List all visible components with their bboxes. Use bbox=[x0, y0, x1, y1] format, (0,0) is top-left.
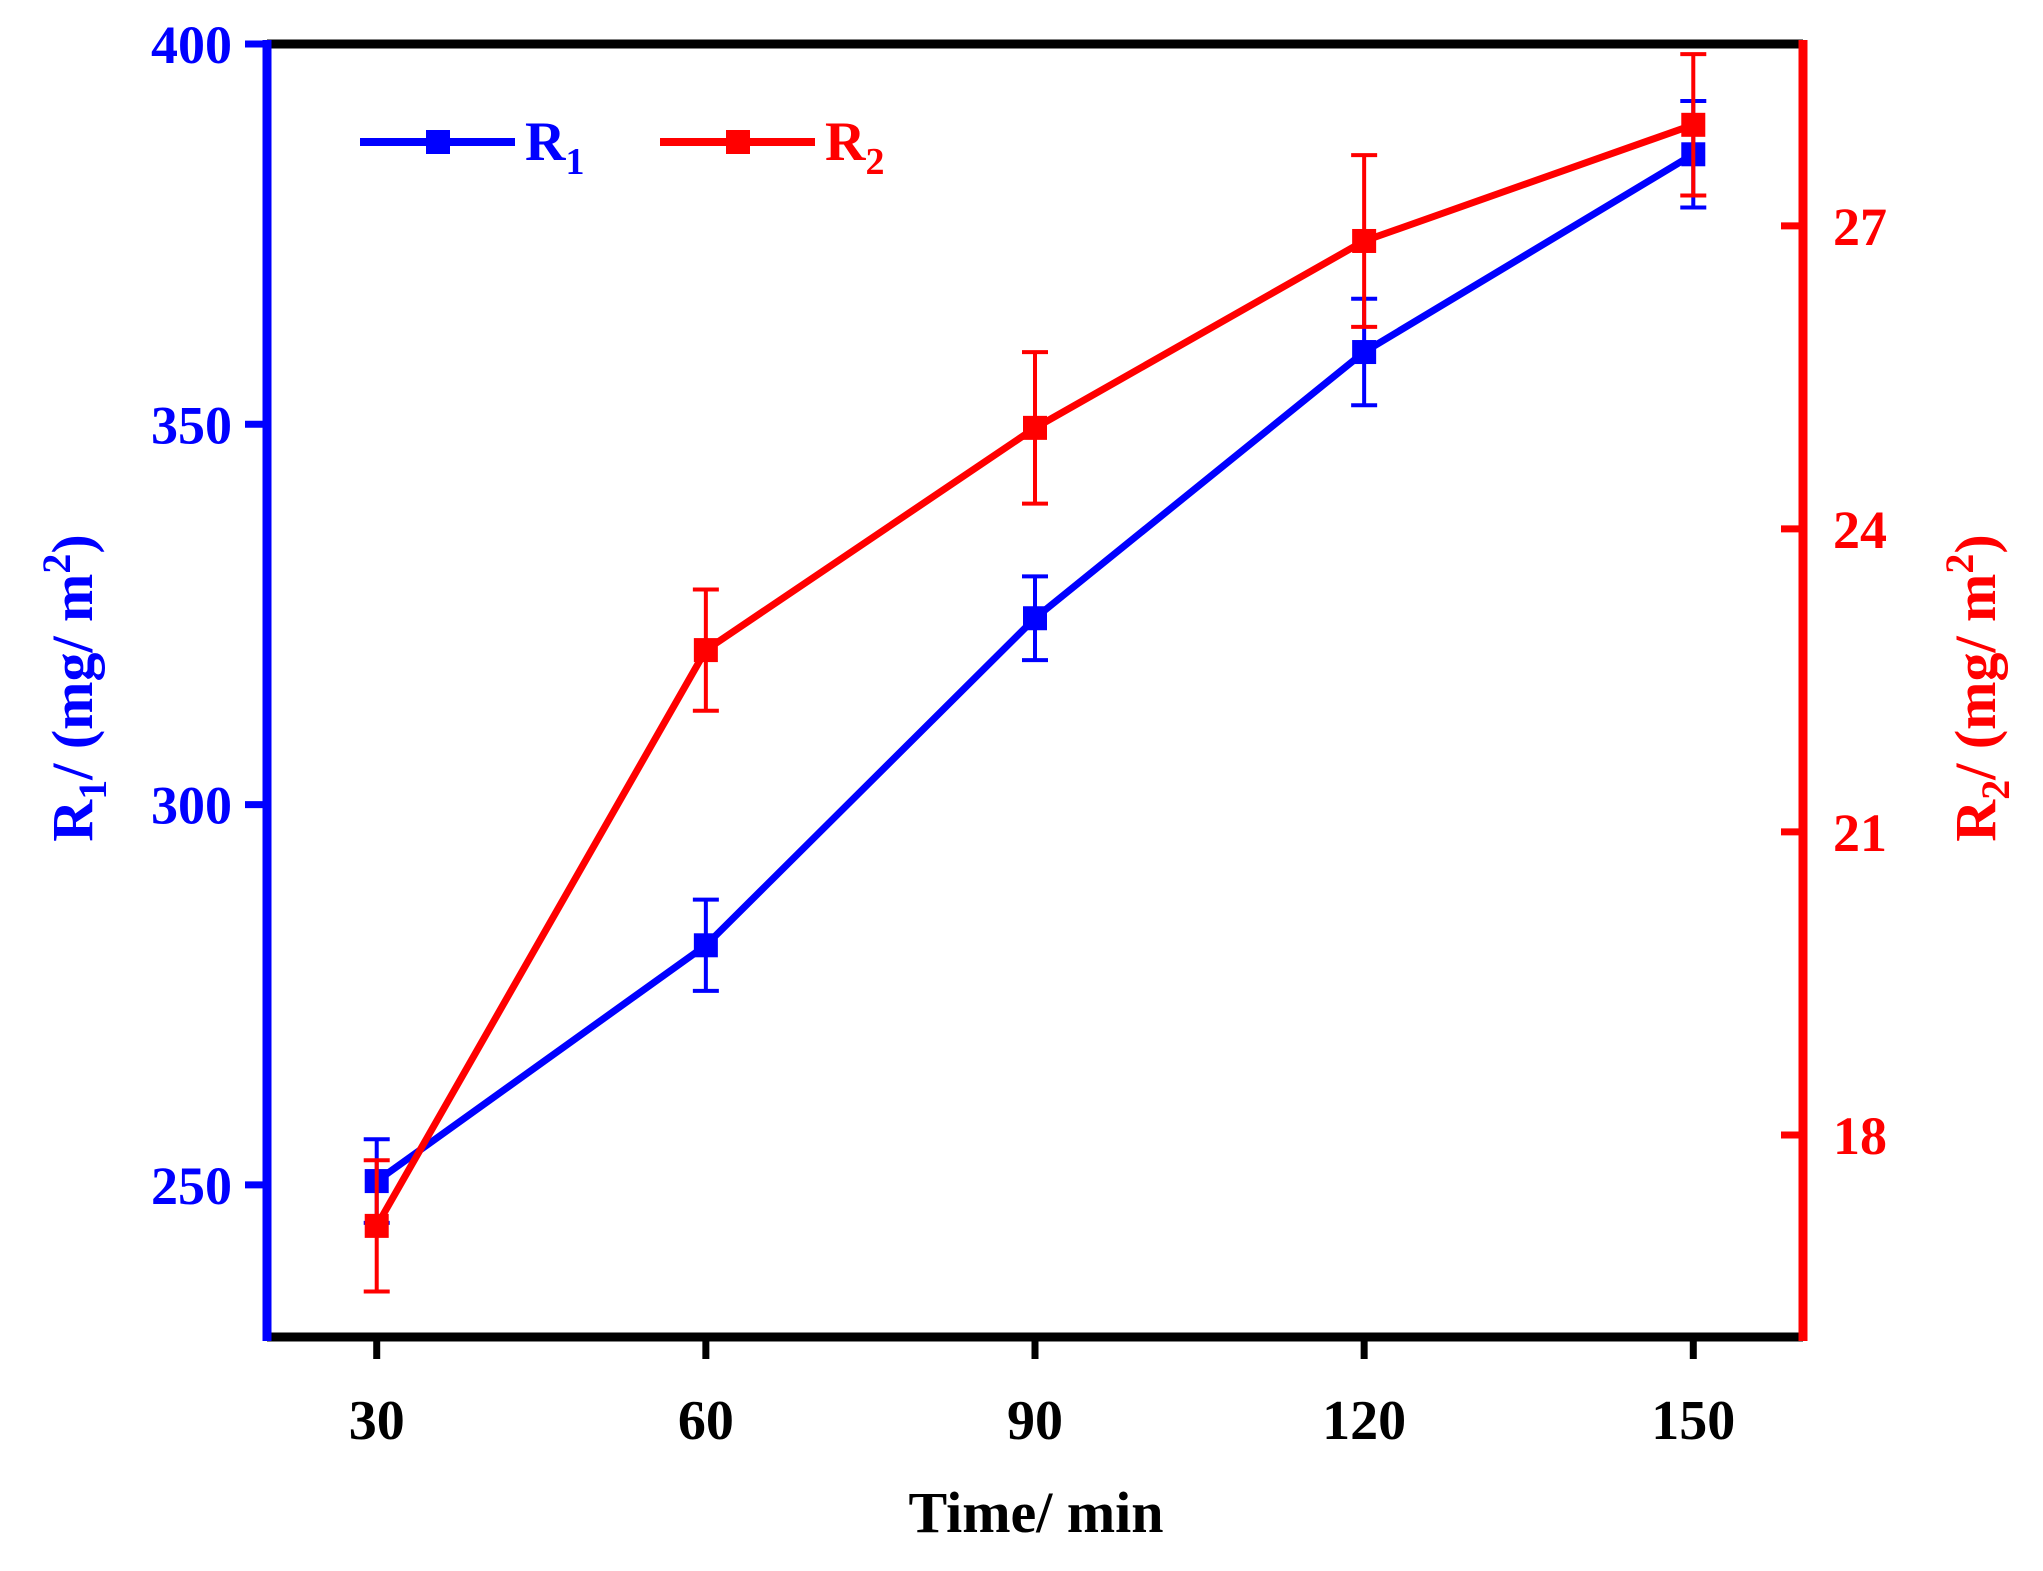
right-y-tick-label-1: 18 bbox=[1833, 1106, 1887, 1166]
legend-r1-sub: 1 bbox=[565, 141, 584, 183]
right-y-axis-title: R2/ (mg/ m2) bbox=[1937, 534, 2018, 841]
left-y-label-unit: / (mg/ m bbox=[40, 574, 105, 781]
right-y-tick-label-4: 27 bbox=[1833, 197, 1887, 257]
right-y-label-close: ) bbox=[1943, 534, 2008, 553]
legend-r1-main: R bbox=[525, 111, 566, 173]
left-y-label-close: ) bbox=[40, 534, 105, 553]
right-y-label-sup: 2 bbox=[1937, 554, 1982, 574]
x-tick-label-1: 30 bbox=[349, 1390, 405, 1452]
series-1-point-3 bbox=[1023, 606, 1047, 631]
x-tick-label-2: 60 bbox=[678, 1390, 734, 1452]
legend-swatch-r1-marker bbox=[426, 130, 450, 154]
series-2-point-1 bbox=[364, 1213, 389, 1238]
left-y-tick-label-3: 350 bbox=[151, 395, 232, 455]
legend-label-r2: R2 bbox=[825, 111, 884, 183]
series-2-point-5 bbox=[1681, 112, 1706, 137]
left-y-tick-label-4: 400 bbox=[151, 15, 232, 75]
right-y-label-main: R bbox=[1943, 799, 2008, 842]
x-tick-label-5: 150 bbox=[1651, 1390, 1735, 1452]
left-y-label-main: R bbox=[40, 799, 105, 842]
left-y-axis-title: R1/ (mg/ m2) bbox=[34, 534, 115, 841]
series-2-point-2 bbox=[693, 638, 718, 663]
series-2-line bbox=[373, 121, 1695, 1228]
legend: R1 R2 bbox=[360, 111, 884, 183]
left-y-tick-label-2: 300 bbox=[151, 776, 232, 836]
legend-r2-sub: 2 bbox=[865, 141, 884, 183]
x-tick-label-4: 120 bbox=[1322, 1390, 1406, 1452]
series-1-line bbox=[374, 151, 1696, 1184]
series-layer bbox=[363, 52, 1707, 1294]
legend-r2-main: R bbox=[825, 111, 866, 173]
series-1-point-4 bbox=[1352, 340, 1377, 365]
right-y-tick-label-2: 21 bbox=[1833, 803, 1887, 863]
series-2-point-4 bbox=[1352, 228, 1377, 253]
left-y-label-sup: 2 bbox=[34, 554, 79, 574]
left-y-tick-label-1: 250 bbox=[151, 1156, 232, 1216]
series-2-point-3 bbox=[1023, 415, 1047, 440]
x-tick-label-3: 90 bbox=[1007, 1390, 1063, 1452]
x-axis-title: Time/ min bbox=[908, 1480, 1163, 1545]
axes-layer bbox=[262, 39, 1808, 1342]
right-y-label-unit: / (mg/ m bbox=[1943, 574, 2008, 781]
right-y-tick-label-3: 24 bbox=[1833, 500, 1887, 560]
series-1-point-2 bbox=[693, 933, 718, 958]
right-y-label-sub: 2 bbox=[1973, 780, 2018, 800]
legend-label-r1: R1 bbox=[525, 111, 584, 183]
legend-swatch-r2-marker bbox=[726, 130, 750, 154]
left-y-label-sub: 1 bbox=[70, 780, 115, 800]
